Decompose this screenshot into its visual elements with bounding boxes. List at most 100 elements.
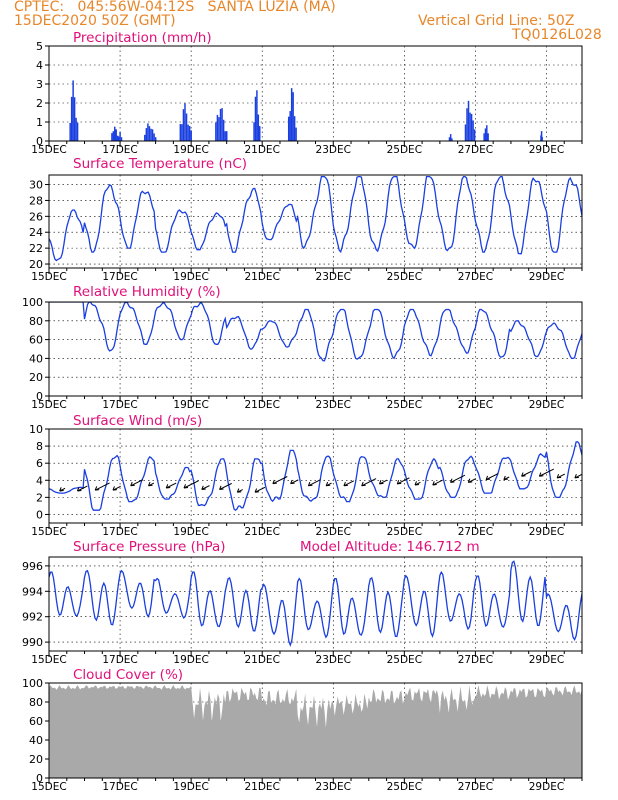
cloud-ytick-label: 100	[22, 677, 43, 690]
precip-xtick-label: 25DEC	[387, 144, 422, 156]
wind-arrow-head	[378, 480, 384, 485]
precip-bar	[76, 122, 79, 141]
temp-series-line	[49, 175, 582, 262]
precip-bar	[483, 133, 485, 141]
wind-arrow-head	[272, 479, 277, 485]
rh-ytick-label: 80	[29, 315, 43, 328]
precip-bar	[226, 131, 228, 141]
cloud-ytick-label: 0	[36, 772, 43, 785]
wind-arrow-head	[521, 472, 526, 477]
press-annotation: Model Altitude: 146.712 m	[300, 539, 480, 555]
precip-bar	[184, 103, 186, 141]
wind-arrow-head	[165, 484, 171, 489]
press-ytick-label: 996	[22, 560, 43, 573]
wind-marks	[49, 441, 582, 512]
wind-xtick-label: 29DEC	[529, 526, 564, 538]
precip-bar	[148, 126, 151, 141]
temp-marks	[49, 175, 582, 262]
wind-arrow-head	[503, 475, 508, 481]
rh-ytick-label: 0	[36, 390, 43, 403]
press-ytick-label: 992	[22, 611, 43, 624]
cloud-marks	[49, 684, 582, 778]
precip-bar	[179, 124, 182, 141]
rh-xtick-label: 27DEC	[458, 399, 493, 411]
press-ytick-label: 994	[22, 585, 43, 598]
wind-arrow	[397, 477, 410, 485]
wind-arrow	[574, 473, 582, 479]
precip-bar	[218, 117, 220, 141]
cloud-xtick-label: 25DEC	[387, 781, 422, 793]
wind-arrow-head	[556, 474, 562, 479]
press-xtick-label: 27DEC	[458, 654, 493, 666]
precip-bar	[470, 113, 473, 141]
wind-arrow-head	[450, 478, 455, 483]
precip-ytick-label: 5	[36, 40, 43, 53]
precip-ytick-label: 0	[36, 135, 43, 148]
precip-bar	[111, 133, 113, 141]
press-xtick-label: 25DEC	[387, 654, 422, 666]
wind-arrow-head	[59, 487, 64, 492]
cloud-ytick-label: 80	[29, 696, 43, 709]
wind-arrow	[130, 479, 144, 487]
rh-ytick-label: 60	[29, 334, 43, 347]
cloud-cover-area	[49, 684, 582, 778]
rh-ytick-label: 100	[22, 296, 43, 309]
precip-bar	[151, 129, 154, 141]
precip-bar	[473, 129, 476, 141]
wind-xtick-label: 25DEC	[387, 526, 422, 538]
cloud-xtick-label: 27DEC	[458, 781, 493, 793]
rh-xtick-label: 15DEC	[31, 399, 66, 411]
precip-bar	[221, 108, 223, 141]
cloud-xtick-label: 29DEC	[529, 781, 564, 793]
precip-bar	[216, 114, 219, 141]
wind-arrow-head	[343, 481, 348, 487]
precip-bar	[451, 138, 453, 141]
wind-arrow	[77, 485, 88, 492]
wind-xtick-label: 27DEC	[458, 526, 493, 538]
precip-bar	[119, 131, 121, 141]
precip-bar	[259, 126, 261, 141]
wind-arrow	[521, 470, 532, 477]
wind-arrow	[272, 476, 288, 485]
rh-ytick-label: 20	[29, 371, 43, 384]
precip-bar	[112, 131, 115, 141]
wind-arrow-head	[290, 479, 295, 485]
wind-xtick-label: 19DEC	[173, 526, 208, 538]
wind-arrow-head	[538, 472, 544, 477]
press-title: Surface Pressure (hPa)	[73, 539, 226, 555]
wind-arrow-head	[467, 478, 473, 483]
precip-bar	[75, 117, 77, 141]
wind-arrow	[254, 486, 266, 493]
temp-xtick-label: 29DEC	[529, 271, 564, 283]
precip-ytick-label: 2	[36, 97, 43, 110]
press-marks	[49, 560, 582, 648]
press-xtick-label: 29DEC	[529, 654, 564, 666]
wind-ytick-label: 4	[36, 474, 43, 487]
precip-bar	[290, 88, 293, 141]
cloud-xtick-label: 23DEC	[316, 781, 351, 793]
rh-xtick-label: 17DEC	[102, 399, 137, 411]
wind-arrow-head	[94, 486, 100, 491]
wind-series-line	[49, 441, 582, 512]
precip-bar	[222, 119, 225, 141]
precip-bar	[293, 116, 296, 141]
press-xtick-label: 17DEC	[102, 654, 137, 666]
wind-ytick-label: 10	[29, 423, 43, 436]
cloud-xtick-label: 21DEC	[244, 781, 279, 793]
temp-ytick-label: 26	[29, 210, 43, 223]
cloud-xtick-label: 17DEC	[102, 781, 137, 793]
wind-arrow-head	[361, 481, 366, 487]
wind-arrow	[308, 479, 321, 487]
wind-arrow	[166, 482, 177, 489]
precip-bar	[115, 129, 117, 141]
wind-xtick-label: 17DEC	[102, 526, 137, 538]
precip-bar	[487, 133, 489, 141]
precip-bar	[188, 126, 191, 141]
precip-bar	[541, 136, 543, 141]
wind-xtick-label: 23DEC	[316, 526, 351, 538]
rh-xtick-label: 25DEC	[387, 399, 422, 411]
rh-frame	[48, 301, 583, 397]
wind-arrow-head	[396, 480, 402, 485]
wind-arrow-head	[183, 484, 189, 489]
precip-bar	[70, 96, 73, 141]
